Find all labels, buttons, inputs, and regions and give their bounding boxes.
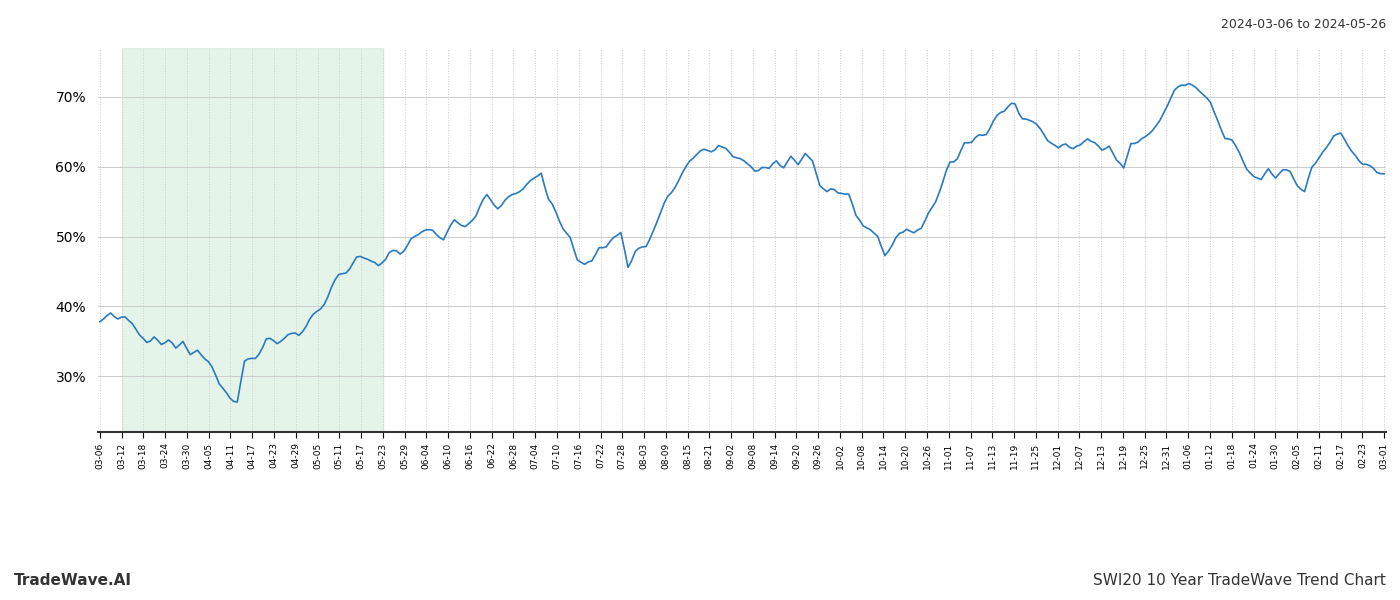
Text: SWI20 10 Year TradeWave Trend Chart: SWI20 10 Year TradeWave Trend Chart (1093, 573, 1386, 588)
Text: 2024-03-06 to 2024-05-26: 2024-03-06 to 2024-05-26 (1221, 18, 1386, 31)
Bar (122, 48, 382, 432)
Text: TradeWave.AI: TradeWave.AI (14, 573, 132, 588)
